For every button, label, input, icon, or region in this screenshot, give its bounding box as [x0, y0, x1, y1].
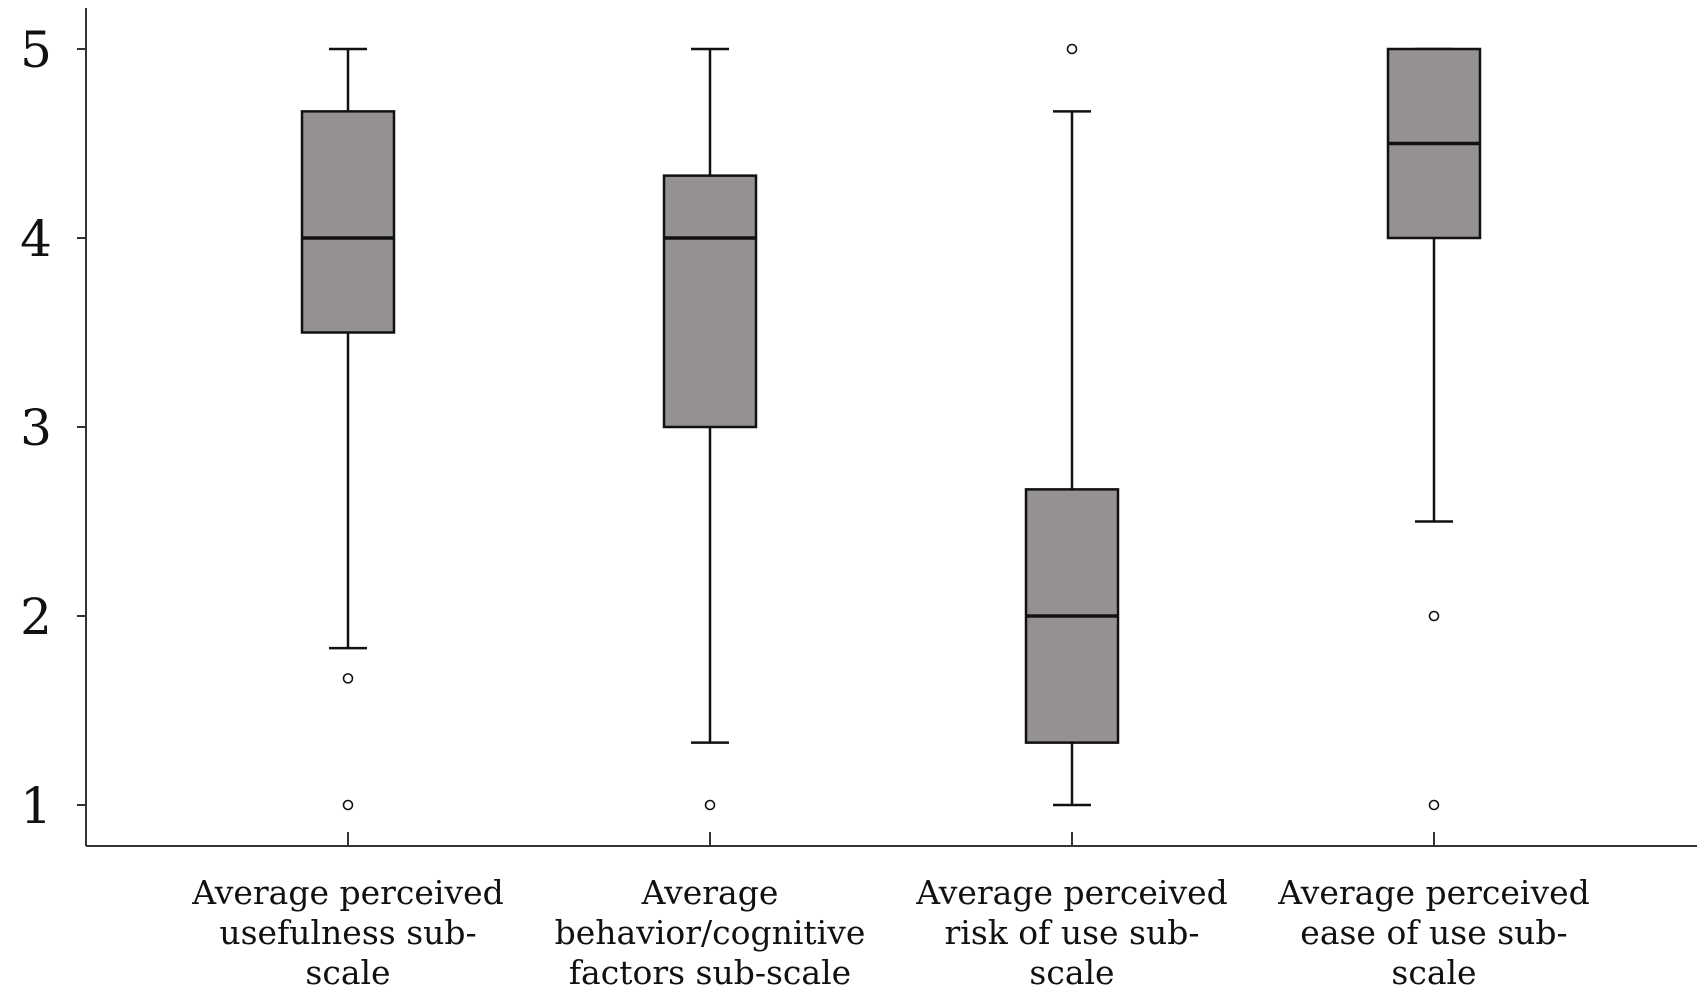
outlier-point — [1428, 799, 1440, 811]
x-category-label-line: risk of use sub- — [945, 913, 1200, 952]
x-category-label-line: Average — [641, 873, 779, 912]
x-category-label-line: behavior/cognitive — [555, 913, 866, 952]
outlier-point — [342, 673, 354, 684]
x-category-label-line: Average perceived — [191, 873, 504, 912]
y-tick-label: 5 — [20, 21, 52, 79]
outlier-point — [1066, 43, 1078, 55]
iqr-box — [662, 174, 758, 429]
y-tick-label: 1 — [20, 777, 52, 835]
y-tick-label: 2 — [20, 588, 52, 646]
x-category-label-line: scale — [305, 953, 390, 992]
x-category-label-line: Average perceived — [1277, 873, 1590, 912]
x-category-label-line: ease of use sub- — [1300, 913, 1567, 952]
box-group-1 — [300, 47, 396, 811]
x-category-label-line: factors sub-scale — [569, 953, 851, 992]
outlier-point — [342, 799, 354, 811]
y-tick-label: 3 — [20, 399, 52, 457]
x-category-label-line: usefulness sub- — [219, 913, 476, 952]
x-category-label-line: scale — [1029, 953, 1114, 992]
x-category-label-line: scale — [1391, 953, 1476, 992]
outlier-point — [1428, 610, 1440, 622]
box-group-4 — [1386, 47, 1482, 811]
iqr-box — [300, 110, 396, 334]
box-group-2 — [662, 47, 758, 811]
boxes — [300, 43, 1482, 811]
x-category-label-line: Average perceived — [915, 873, 1228, 912]
y-tick-label: 4 — [20, 210, 52, 268]
axes: 1 2 3 4 5 — [20, 8, 1697, 847]
outlier-point — [704, 799, 716, 811]
box-group-3 — [1024, 43, 1120, 807]
